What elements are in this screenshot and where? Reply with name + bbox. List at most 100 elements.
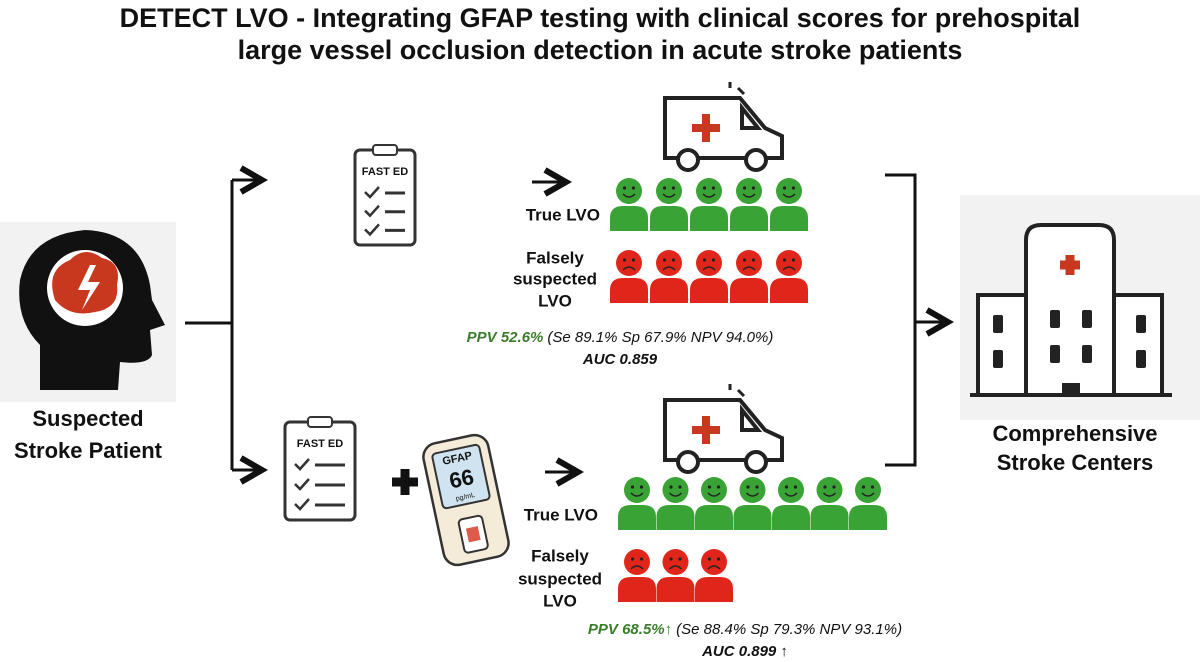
eye: [631, 186, 636, 190]
eye: [742, 186, 747, 190]
eye: [751, 186, 756, 190]
performance-stats: PPV 68.5%↑ (Se 88.4% Sp 79.3% NPV 93.1%): [588, 621, 902, 638]
score-label: FAST ED: [362, 166, 409, 178]
person-icon: [618, 549, 656, 602]
person-body: [772, 505, 810, 530]
mouth: [742, 193, 756, 198]
eye: [782, 186, 787, 190]
person-icon: [650, 250, 688, 303]
auc: AUC 0.899 ↑: [701, 643, 788, 660]
person-icon: [730, 250, 768, 303]
score-label: FAST ED: [297, 438, 344, 450]
person-head: [624, 549, 650, 575]
mouth: [630, 565, 644, 570]
eye: [716, 557, 721, 561]
person-body: [690, 278, 728, 303]
person-icon: [730, 178, 768, 231]
person-body: [730, 206, 768, 231]
person-icon: [618, 477, 656, 530]
ambulance-cross: [692, 114, 720, 142]
patient-label: Suspected: [32, 406, 143, 431]
checkmark: [364, 223, 380, 237]
siren: [728, 384, 746, 398]
person-icon: [695, 549, 733, 602]
person-head: [701, 477, 727, 503]
person-head: [624, 477, 650, 503]
hospital-icon: [960, 195, 1200, 420]
center-label: Stroke Centers: [997, 450, 1154, 475]
center-label: Comprehensive: [992, 421, 1157, 446]
device-strip: [465, 526, 481, 543]
auc: AUC 0.859: [582, 351, 658, 368]
eye: [707, 485, 712, 489]
person-head: [662, 549, 689, 575]
false-lvo-label: LVO: [538, 291, 572, 310]
person-body: [695, 577, 733, 602]
person-icon: [656, 549, 695, 602]
person-icon: [810, 477, 849, 530]
person-head: [662, 477, 689, 503]
mouth: [668, 492, 683, 497]
mouth: [707, 492, 721, 497]
mouth: [707, 565, 721, 570]
person-head: [816, 477, 843, 503]
eye: [711, 186, 716, 190]
checkmark: [364, 204, 380, 218]
metrics: (Se 88.4% Sp 79.3% NPV 93.1%): [676, 621, 902, 638]
device-screen: [431, 443, 491, 510]
eye: [823, 485, 827, 489]
checkmark: [364, 186, 380, 199]
ppv-trend: ↑: [665, 621, 673, 638]
title-line: DETECT LVO - Integrating GFAP testing wi…: [120, 3, 1081, 33]
ambulance-icon: [663, 82, 784, 172]
person-icon: [849, 477, 887, 530]
person-body: [695, 505, 733, 530]
eye: [716, 485, 721, 489]
eye: [678, 557, 682, 561]
person-icon: [610, 250, 648, 303]
person-head: [616, 178, 642, 204]
person-head: [696, 178, 722, 204]
mouth: [622, 266, 636, 271]
ambulance-body: [663, 96, 784, 160]
ppv: PPV 68.5%: [588, 621, 665, 638]
clipboard-icon: FAST ED: [283, 416, 357, 522]
person-head: [776, 250, 802, 276]
eye: [669, 485, 673, 489]
person-icon: [733, 477, 772, 530]
person-body: [770, 206, 808, 231]
clipboard-clip: [307, 416, 333, 428]
person-body: [690, 206, 728, 231]
wheel: [676, 148, 700, 172]
mouth: [782, 193, 796, 198]
person-head: [701, 549, 727, 575]
person-head: [736, 250, 762, 276]
eye: [746, 485, 750, 489]
flow-lines: [185, 175, 948, 495]
ambulance-icon: [663, 384, 784, 474]
wheel: [676, 450, 700, 474]
mouth: [861, 492, 875, 497]
title-line: large vessel occlusion detection in acut…: [238, 35, 963, 65]
eye: [702, 186, 707, 190]
person-body: [730, 278, 768, 303]
eye: [791, 258, 796, 262]
checkmark: [294, 458, 310, 471]
mouth: [630, 492, 644, 497]
eye: [751, 258, 756, 262]
eye: [832, 485, 836, 489]
person-body: [656, 505, 695, 530]
person-icon: [690, 178, 728, 231]
person-head: [776, 178, 802, 204]
eye: [671, 186, 676, 190]
person-head: [696, 250, 722, 276]
mouth: [662, 266, 676, 271]
mouth: [784, 492, 798, 497]
eye: [784, 485, 789, 489]
person-head: [855, 477, 881, 503]
ppv: PPV 52.6%: [467, 329, 544, 346]
person-icon: [770, 178, 808, 231]
eye: [793, 485, 798, 489]
eye: [861, 485, 866, 489]
